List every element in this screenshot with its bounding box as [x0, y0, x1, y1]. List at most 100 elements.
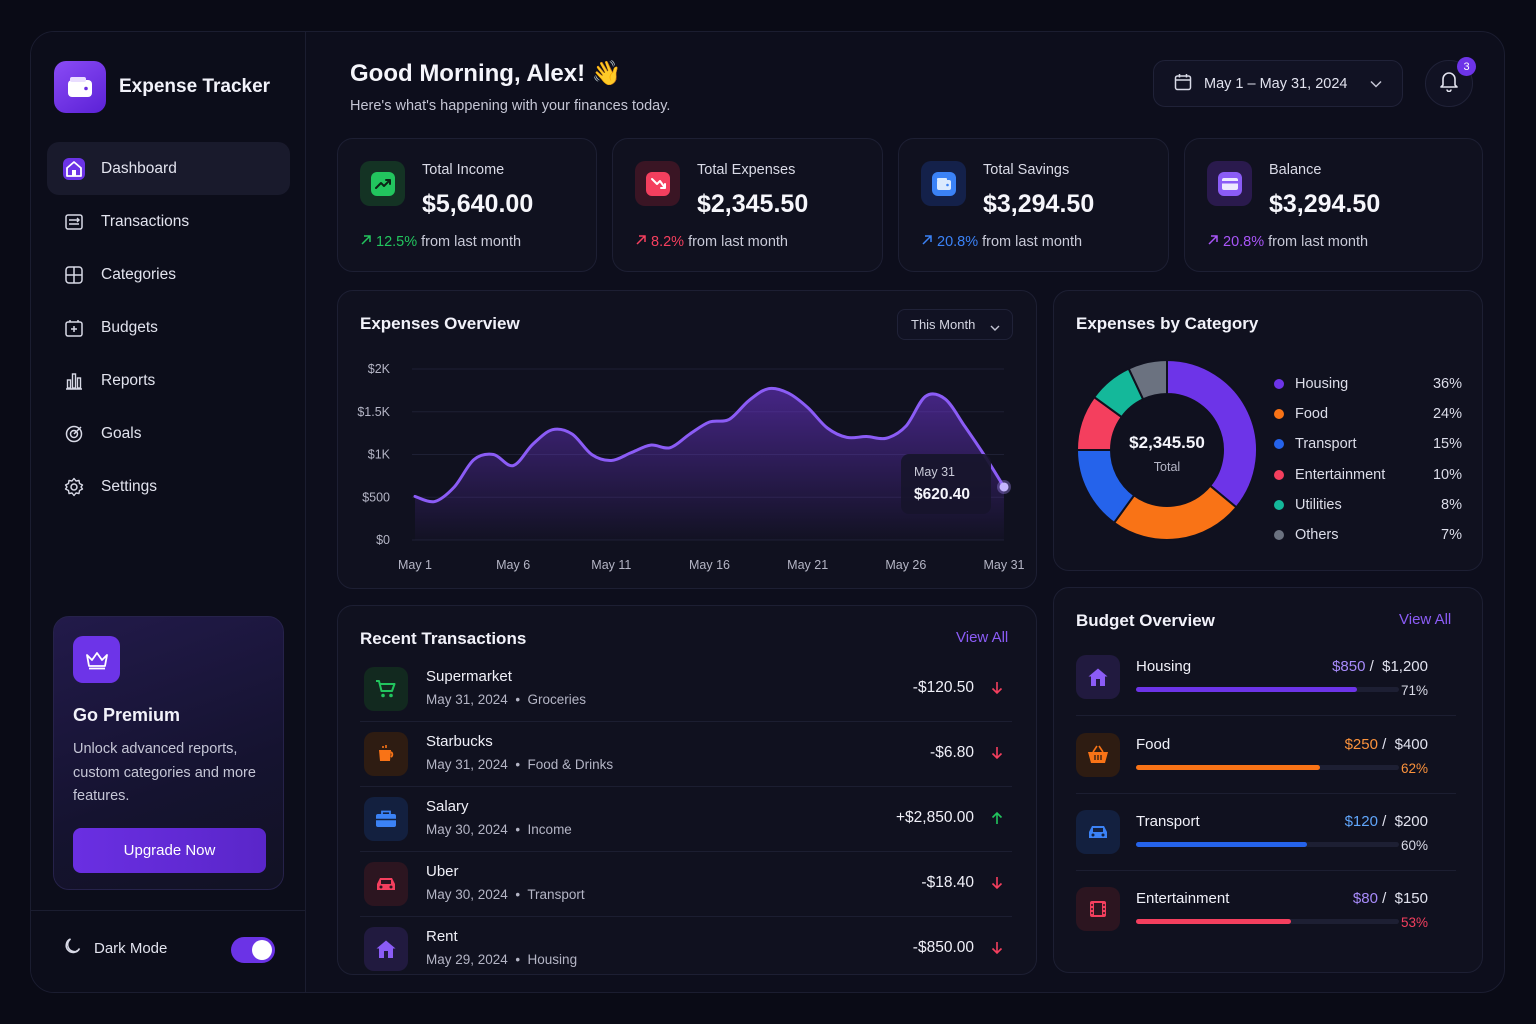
stat-value: $5,640.00	[422, 190, 534, 218]
stat-card-income: Total Income $5,640.00 12.5% from last m…	[337, 138, 597, 272]
sidebar-item-settings[interactable]: Settings	[47, 460, 290, 513]
trending-up-icon	[360, 161, 405, 206]
brand[interactable]: Expense Tracker	[54, 61, 270, 113]
arrow-down-icon	[991, 942, 1003, 955]
transaction-name: Uber	[426, 863, 459, 880]
legend-item: Others 7%	[1274, 520, 1462, 550]
transaction-name: Salary	[426, 798, 469, 815]
x-tick-label: May 21	[787, 558, 828, 572]
budget-row[interactable]: Housing $850 / $1,200 71%	[1076, 655, 1456, 725]
sidebar-item-transactions[interactable]: Transactions	[47, 195, 290, 248]
budget-progress-track	[1136, 687, 1399, 692]
stat-change-value: 12.5%	[376, 234, 418, 250]
budget-name: Entertainment	[1136, 890, 1230, 907]
sidebar-item-label: Dashboard	[101, 159, 177, 177]
budget-icon	[63, 317, 85, 339]
arrow-up-right-icon	[1207, 234, 1219, 250]
sidebar-item-label: Goals	[101, 424, 142, 442]
sidebar-item-dashboard[interactable]: Dashboard	[47, 142, 290, 195]
legend-item: Entertainment 10%	[1274, 460, 1462, 490]
upgrade-button[interactable]: Upgrade Now	[73, 827, 266, 873]
home-icon	[63, 157, 85, 180]
wallet-icon	[54, 61, 106, 113]
x-tick-label: May 26	[885, 558, 926, 572]
expenses-area-chart: $2K $1.5K $1K $500 $0 May 1 May 6 May 11 May 16 M…	[357, 362, 1025, 572]
stat-change: 12.5% from last month	[360, 234, 521, 250]
budget-name: Housing	[1136, 658, 1192, 675]
premium-description: Unlock advanced reports, custom categori…	[73, 741, 256, 804]
legend-item: Housing 36%	[1274, 369, 1462, 399]
arrow-down-icon	[991, 682, 1003, 695]
x-tick-label: May 31	[984, 558, 1025, 572]
arrow-up-right-icon	[360, 234, 372, 250]
divider	[1076, 793, 1456, 794]
series-line	[413, 386, 1006, 504]
toggle-knob	[252, 940, 272, 960]
car-icon	[1076, 810, 1120, 854]
budget-percent: 53%	[1400, 915, 1428, 930]
dark-mode-toggle[interactable]	[231, 937, 275, 963]
divider	[31, 910, 306, 911]
page-title: Good Morning, Alex! 👋	[350, 60, 622, 87]
budget-progress-fill	[1136, 919, 1292, 924]
transaction-row[interactable]: Supermarket May 31, 2024 • Groceries -$1…	[360, 667, 1012, 732]
budget-progress-track	[1136, 765, 1399, 770]
divider	[360, 786, 1012, 787]
transaction-row[interactable]: Uber May 30, 2024 • Transport -$18.40	[360, 862, 1012, 927]
budget-progress-fill	[1136, 842, 1307, 847]
time-range-value: This Month	[911, 317, 976, 332]
y-tick-label: $500	[362, 490, 390, 504]
transaction-row[interactable]: Salary May 30, 2024 • Income +$2,850.00	[360, 797, 1012, 862]
notification-badge: 3	[1457, 57, 1476, 76]
arrow-down-icon	[991, 877, 1003, 890]
transactions-view-all-link[interactable]: View All	[956, 629, 1009, 646]
stat-label: Total Income	[422, 162, 505, 178]
y-tick-label: $1K	[368, 448, 391, 462]
tooltip-value: $620.40	[914, 486, 970, 503]
transaction-amount: -$18.40	[921, 874, 974, 891]
transaction-name: Supermarket	[426, 668, 512, 685]
sidebar-item-budgets[interactable]: Budgets	[47, 301, 290, 354]
sidebar-item-goals[interactable]: Goals	[47, 407, 290, 460]
stat-value: $3,294.50	[983, 190, 1095, 218]
sidebar-item-label: Settings	[101, 477, 158, 495]
x-tick-label: May 6	[496, 558, 530, 572]
y-tick-label: $2K	[368, 362, 391, 376]
legend-item: Transport 15%	[1274, 429, 1462, 459]
house-icon	[364, 927, 408, 971]
budget-row[interactable]: Food $250 / $400 62%	[1076, 733, 1456, 803]
budget-view-all-link[interactable]: View All	[1399, 611, 1452, 628]
budget-progress-track	[1136, 919, 1399, 924]
stat-change: 20.8% from last month	[1207, 234, 1368, 250]
transaction-amount: -$850.00	[912, 939, 974, 956]
sidebar-item-label: Categories	[101, 265, 176, 283]
time-range-select[interactable]: This Month	[897, 309, 1013, 340]
stat-label: Total Expenses	[697, 162, 796, 178]
budget-row[interactable]: Entertainment $80 / $150 53%	[1076, 887, 1456, 957]
budget-row[interactable]: Transport $120 / $200 60%	[1076, 810, 1456, 880]
donut-total-label: Total	[1153, 460, 1181, 474]
transaction-row[interactable]: Rent May 29, 2024 • Housing -$850.00	[360, 927, 1012, 992]
cart-icon	[364, 667, 408, 711]
stat-change-suffix: from last month	[688, 234, 788, 250]
notifications-button[interactable]: 3	[1425, 57, 1476, 107]
sidebar-item-reports[interactable]: Reports	[47, 354, 290, 407]
trending-down-icon	[635, 161, 680, 206]
legend-item: Utilities 8%	[1274, 490, 1462, 520]
premium-card: Go Premium Unlock advanced reports, cust…	[53, 616, 284, 890]
y-tick-label: $1.5K	[357, 405, 390, 419]
budget-percent: 62%	[1400, 761, 1428, 776]
donut-slice[interactable]	[1127, 358, 1168, 401]
reports-icon	[63, 370, 85, 392]
budget-overview-card: Budget Overview View All Housing $850 / …	[1053, 587, 1483, 973]
transaction-row[interactable]: Starbucks May 31, 2024 • Food & Drinks -…	[360, 732, 1012, 797]
area-fill	[415, 388, 1004, 540]
sidebar-item-categories[interactable]: Categories	[47, 248, 290, 301]
donut-slice[interactable]	[1166, 358, 1258, 509]
sidebar-item-label: Transactions	[101, 212, 190, 230]
car-icon	[364, 862, 408, 906]
date-range-picker[interactable]: May 1 – May 31, 2024	[1153, 60, 1403, 107]
transaction-meta: May 31, 2024 • Groceries	[426, 692, 587, 707]
transaction-amount: +$2,850.00	[895, 809, 974, 826]
budget-progress-fill	[1136, 687, 1357, 692]
